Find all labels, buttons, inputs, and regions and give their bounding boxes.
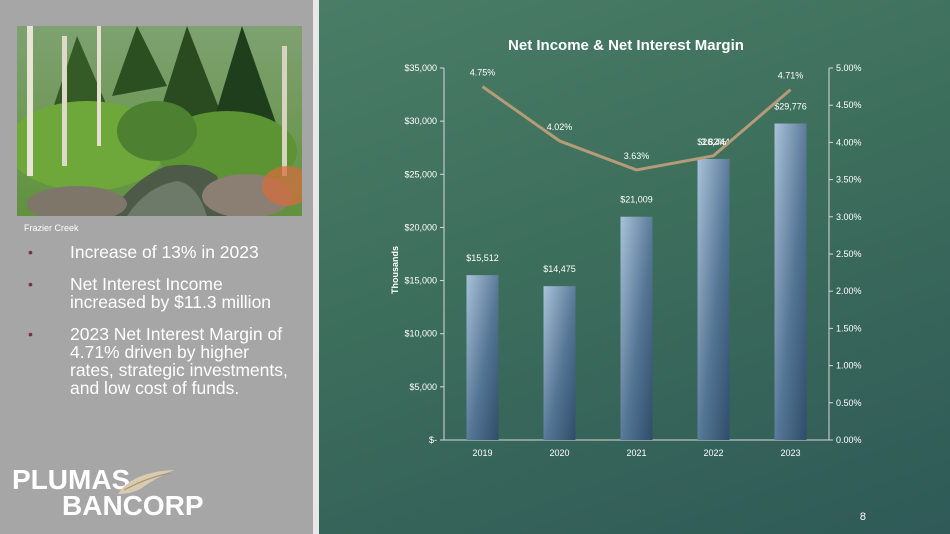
y-tick-label: $25,000 bbox=[404, 169, 437, 179]
panel-divider bbox=[313, 0, 319, 534]
plumas-bancorp-logo: PLUMAS BANCORP bbox=[12, 466, 212, 526]
y2-tick-label: 4.00% bbox=[836, 137, 862, 147]
margin-line bbox=[481, 85, 792, 172]
y2-tick-label: 2.00% bbox=[836, 286, 862, 296]
y2-tick-label: 0.00% bbox=[836, 435, 862, 445]
line-data-label: 4.71% bbox=[778, 71, 804, 81]
bar bbox=[774, 123, 807, 441]
y2-tick-label: 3.00% bbox=[836, 212, 862, 222]
page-number: 8 bbox=[859, 511, 866, 523]
y-tick-label: $30,000 bbox=[404, 116, 437, 126]
y2-tick-label: 1.00% bbox=[836, 361, 862, 371]
bullet-item: • 2023 Net Interest Margin of 4.71% drive… bbox=[28, 325, 293, 397]
chart: Net Income & Net Interest Margin $- $5,00… bbox=[390, 37, 862, 458]
chart-title: Net Income & Net Interest Margin bbox=[508, 37, 744, 54]
y2-tick-label: 2.50% bbox=[836, 249, 862, 259]
y-tick-label: $5,000 bbox=[409, 382, 437, 392]
y-tick-label: $20,000 bbox=[404, 222, 437, 232]
bullet-list: • Increase of 13% in 2023 • Net Interest I… bbox=[28, 243, 293, 411]
y-axis-label: Thousands bbox=[390, 246, 400, 294]
y-tick-label: $35,000 bbox=[404, 63, 437, 73]
y-tick-label: $10,000 bbox=[404, 329, 437, 339]
y2-tick-label: 1.50% bbox=[836, 323, 862, 333]
bar bbox=[620, 216, 653, 440]
y2-tick-label: 4.50% bbox=[836, 100, 862, 110]
bar bbox=[543, 286, 576, 440]
y2-tick-label: 5.00% bbox=[836, 63, 862, 73]
photo-caption: Frazier Creek bbox=[24, 223, 79, 233]
x-tick-label: 2019 bbox=[472, 448, 492, 458]
logo-line-1: PLUMAS bbox=[12, 464, 131, 495]
bar-data-label: $14,475 bbox=[543, 264, 576, 274]
x-tick-label: 2020 bbox=[549, 448, 569, 458]
logo-line-2: BANCORP bbox=[62, 490, 204, 521]
bullet-item: • Net Interest Income increased by $11.3 … bbox=[28, 275, 293, 311]
line-data-label: 4.75% bbox=[470, 68, 496, 78]
bullet-text: Net Interest Income increased by $11.3 m… bbox=[70, 274, 272, 312]
y2-tick-label: 3.50% bbox=[836, 175, 862, 185]
bar-data-label: $21,009 bbox=[620, 195, 653, 205]
bullet-text: Increase of 13% in 2023 bbox=[70, 242, 259, 262]
line-data-label: 3.82% bbox=[701, 137, 727, 147]
y-tick-label: $15,000 bbox=[404, 276, 437, 286]
bullet-icon: • bbox=[28, 276, 33, 292]
creek-photo bbox=[17, 26, 302, 216]
bullet-item: • Increase of 13% in 2023 bbox=[28, 243, 293, 261]
x-tick-label: 2021 bbox=[626, 448, 646, 458]
y2-tick-label: 0.50% bbox=[836, 398, 862, 408]
line-data-label: 3.63% bbox=[624, 151, 650, 161]
bullet-icon: • bbox=[28, 326, 33, 342]
bullet-icon: • bbox=[28, 244, 33, 260]
bar bbox=[466, 275, 499, 440]
bar bbox=[697, 158, 730, 441]
line-data-label: 4.02% bbox=[547, 122, 573, 132]
bar-data-label: $26,444 bbox=[697, 137, 730, 147]
y-tick-label: $- bbox=[429, 435, 437, 445]
bar-data-label: $15,512 bbox=[466, 253, 499, 263]
x-tick-label: 2023 bbox=[780, 448, 800, 458]
bar-data-label: $29,776 bbox=[774, 102, 807, 112]
feather-icon bbox=[118, 470, 174, 494]
bullet-text: 2023 Net Interest Margin of 4.71% driven… bbox=[70, 324, 288, 398]
x-tick-label: 2022 bbox=[703, 448, 723, 458]
